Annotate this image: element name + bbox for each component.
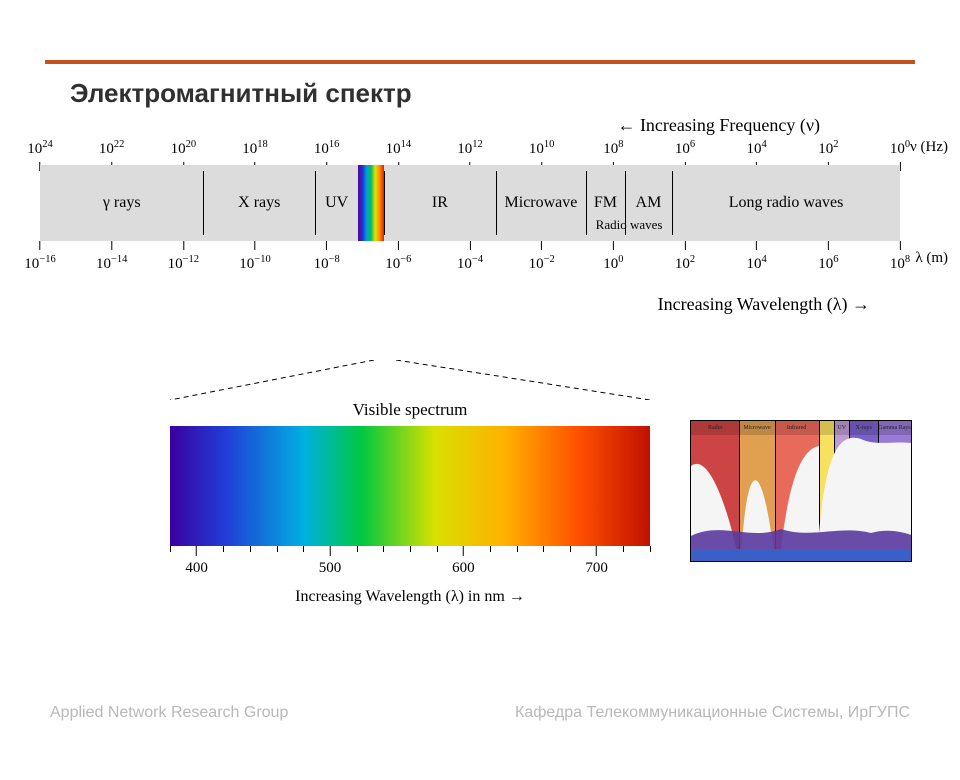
wave-tick: 108 <box>890 241 910 273</box>
frequency-arrow-label: ← Increasing Frequency (ν) <box>617 115 820 136</box>
visible-gradient <box>170 426 650 546</box>
band-segment: IR <box>384 165 496 241</box>
wave-tick: 102 <box>675 241 695 273</box>
band-segment: UV <box>315 165 358 241</box>
frequency-unit: ν (Hz) <box>910 139 948 156</box>
visible-slice <box>358 165 384 241</box>
em-spectrum-diagram: ← Increasing Frequency (ν) ν (Hz) 102410… <box>20 139 940 267</box>
band-segment: γ rays <box>40 165 203 241</box>
wave-tick: 10−16 <box>24 241 55 273</box>
band-segment: Microwave <box>496 165 586 241</box>
wavelength-arrow-label: Increasing Wavelength (λ) → <box>658 294 870 315</box>
frequency-scale: ν (Hz) 102410221020101810161014101210101… <box>40 139 900 165</box>
page-title: Электромагнитный спектр <box>70 78 960 109</box>
band-segment: X rays <box>203 165 315 241</box>
wave-tick: 106 <box>818 241 838 273</box>
wave-tick: 10−12 <box>168 241 199 273</box>
nm-tick: 400 <box>185 546 208 577</box>
nm-tick: 700 <box>585 546 608 577</box>
wave-tick: 10−6 <box>385 241 411 273</box>
wave-tick: 10−14 <box>96 241 127 273</box>
band-segment: Long radio waves <box>672 165 900 241</box>
wave-tick: 10−8 <box>314 241 340 273</box>
band-segment: AM <box>625 165 672 241</box>
wave-tick: 100 <box>603 241 623 273</box>
nm-tick: 600 <box>452 546 475 577</box>
wave-tick: 10−10 <box>239 241 270 273</box>
footer-right: Кафедра Телекоммуникационные Системы, Ир… <box>515 704 910 722</box>
wavelength-unit: λ (m) <box>915 250 948 267</box>
spectrum-band: γ raysX raysUV IRMicrowaveFMRadio wavesAM… <box>40 165 900 241</box>
nm-tick: 500 <box>319 546 342 577</box>
visible-title: Visible spectrum <box>170 400 650 420</box>
footer-left: Applied Network Research Group <box>50 704 288 722</box>
visible-scale: 400 500 600 700 <box>170 546 650 586</box>
header-rule <box>45 60 915 64</box>
zoom-guides <box>170 360 650 400</box>
absorption-inset: RadioMicrowaveInfraredUVX-raysGamma Rays <box>690 420 912 562</box>
band-segment: FMRadio waves <box>586 165 625 241</box>
visible-spectrum: Visible spectrum 400 500 600 700 Increasing… <box>170 400 650 606</box>
visible-arrow-label: Increasing Wavelength (λ) in nm → <box>170 588 650 606</box>
wave-tick: 10−2 <box>529 241 555 273</box>
wavelength-scale: λ (m) 10−1610−1410−1210−1010−810−610−410… <box>40 241 900 267</box>
wave-tick: 10−4 <box>457 241 483 273</box>
wave-tick: 104 <box>747 241 767 273</box>
